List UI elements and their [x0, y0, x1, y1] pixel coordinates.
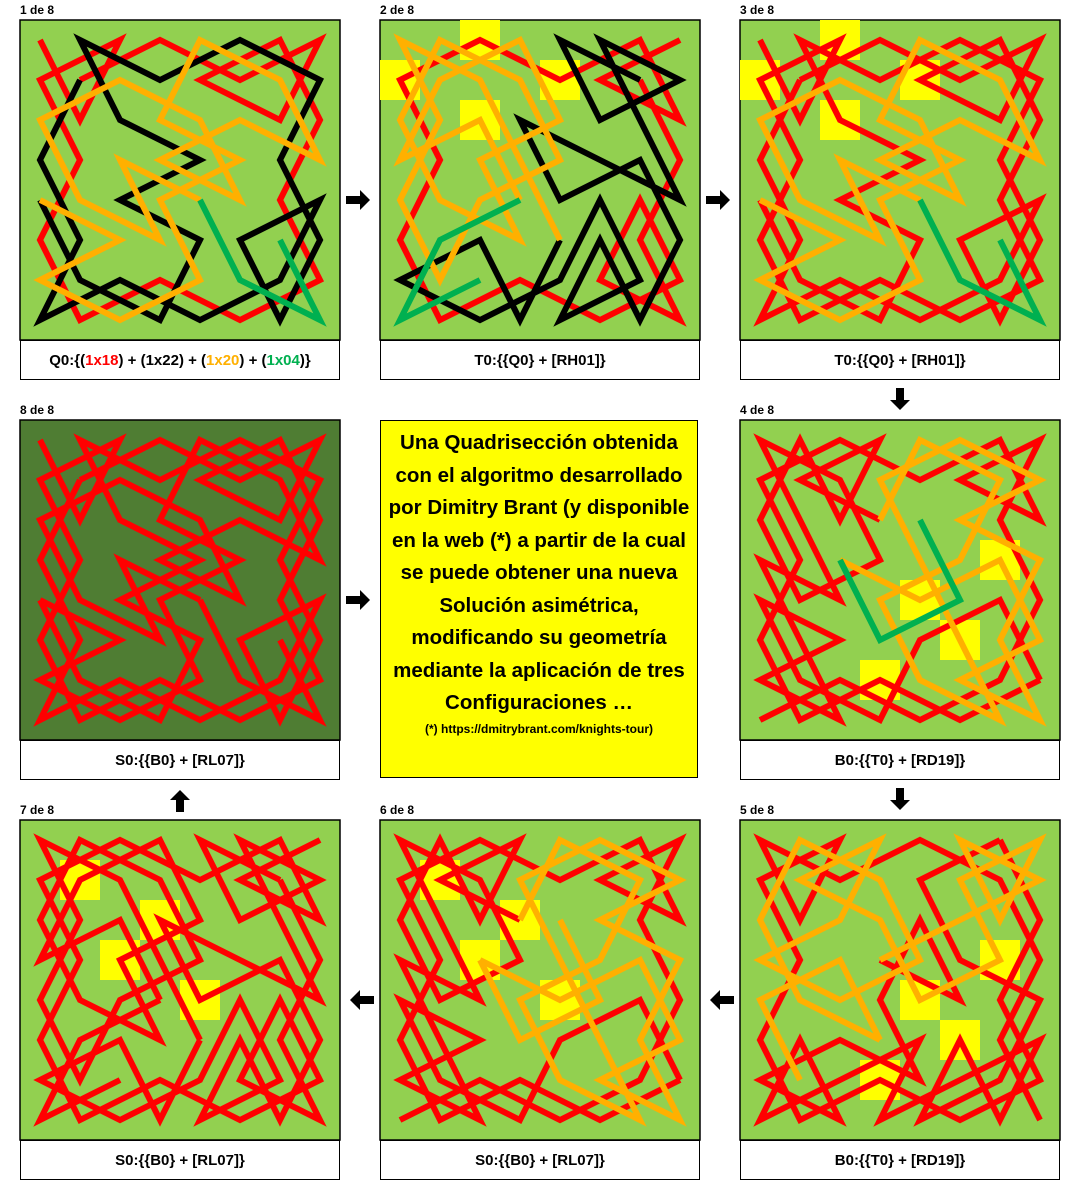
caption-part: T0:{{Q0} + [RH01]}: [834, 351, 966, 369]
panel-caption: S0:{{B0} + [RL07]}: [20, 1140, 340, 1180]
arrow-down: [890, 388, 910, 410]
tour-path: [753, 35, 1047, 324]
caption-part: B0:{{T0} + [RD19]}: [834, 751, 966, 769]
tour-path: [393, 33, 565, 287]
tour-path: [33, 833, 327, 1127]
board: [739, 419, 1061, 741]
panel-caption: S0:{{B0} + [RL07]}: [380, 1140, 700, 1180]
caption-part: S0:{{B0} + [RL07]}: [115, 1151, 245, 1169]
caption-part: B0:{{T0} + [RD19]}: [834, 1151, 966, 1169]
board: [739, 19, 1061, 341]
caption-part: 1x04: [266, 351, 300, 369]
tour-path: [477, 918, 605, 1045]
info-box: Una Quadrisección obtenida con el algori…: [380, 420, 698, 778]
tour-path: [755, 33, 1047, 325]
tour-path: [478, 835, 687, 1127]
panel-label: 5 de 8: [740, 803, 775, 817]
panel-caption: Q0:{(1x18) + (1x22) + (1x20) + (1x04)}: [20, 340, 340, 380]
tour-path: [33, 435, 327, 724]
arrows: [170, 190, 910, 1010]
arrow-up: [170, 790, 190, 812]
panel-label: 2 de 8: [380, 3, 415, 17]
arrow-right: [346, 190, 370, 210]
board: [19, 819, 341, 1141]
info-note: (*) https://dmitrybrant.com/knights-tour…: [425, 721, 653, 736]
tour-path: [395, 35, 687, 327]
panel-caption: B0:{{T0} + [RD19]}: [740, 740, 1060, 780]
board: [379, 819, 701, 1141]
arrow-right: [346, 590, 370, 610]
arrow-left: [350, 990, 374, 1010]
tour-path: [395, 833, 687, 1125]
panel-caption: T0:{{Q0} + [RH01]}: [380, 340, 700, 380]
board: [379, 19, 701, 341]
caption-part: 1x20: [206, 351, 240, 369]
tour-path: [753, 837, 1047, 1127]
caption-part: )}: [299, 351, 311, 369]
tour-path: [837, 518, 965, 645]
caption-part: T0:{{Q0} + [RH01]}: [474, 351, 606, 369]
panel-label: 4 de 8: [740, 403, 775, 417]
panel-label: 7 de 8: [20, 803, 55, 817]
tour-path: [35, 33, 327, 325]
caption-part: ) + (1x22) + (: [118, 351, 207, 369]
tour-path: [197, 598, 327, 727]
panel-label: 8 de 8: [20, 403, 55, 417]
panel-caption: B0:{{T0} + [RD19]}: [740, 1140, 1060, 1180]
tour-path: [393, 197, 522, 327]
tour-path: [35, 835, 327, 1127]
caption-part: 1x18: [85, 351, 119, 369]
board: [19, 419, 341, 741]
caption-part: ) + (: [239, 351, 267, 369]
arrow-down: [890, 788, 910, 810]
panel-label: 1 de 8: [20, 3, 55, 17]
tour-path: [917, 198, 1047, 327]
tour-path: [755, 433, 1047, 725]
tour-path: [393, 833, 683, 1127]
caption-part: S0:{{B0} + [RL07]}: [475, 1151, 605, 1169]
tour-path: [33, 997, 162, 1127]
panel-label: 6 de 8: [380, 803, 415, 817]
board: [19, 19, 341, 341]
caption-part: S0:{{B0} + [RL07]}: [115, 751, 245, 769]
tour-path: [753, 833, 1047, 1043]
tour-path: [35, 433, 327, 725]
tour-path: [755, 955, 883, 1082]
tour-path: [33, 833, 205, 1087]
tour-path: [393, 33, 687, 327]
caption-part: Q0:{(: [49, 351, 86, 369]
info-text: Una Quadrisección obtenida con el algori…: [388, 431, 690, 714]
tour-path: [838, 435, 1047, 727]
tour-path: [197, 198, 327, 327]
panel-caption: T0:{{Q0} + [RH01]}: [740, 340, 1060, 380]
arrow-left: [710, 990, 734, 1010]
board: [739, 819, 1061, 1141]
tour-path: [33, 35, 327, 324]
tour-path: [753, 433, 1043, 727]
arrow-right: [706, 190, 730, 210]
panel-caption: S0:{{B0} + [RL07]}: [20, 740, 340, 780]
panel-label: 3 de 8: [740, 3, 775, 17]
tour-path: [753, 833, 1045, 1125]
